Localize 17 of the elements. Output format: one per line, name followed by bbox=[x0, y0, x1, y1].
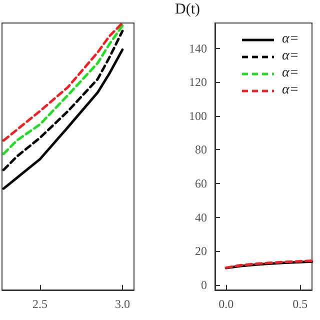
y-tick-label: 100 bbox=[189, 108, 207, 123]
legend-label: α= bbox=[282, 82, 299, 98]
x-tick-label: 3.0 bbox=[114, 297, 130, 311]
y-tick-label: 120 bbox=[189, 75, 207, 90]
y-tick-label: 80 bbox=[195, 142, 207, 157]
x-tick-label: 0.0 bbox=[218, 297, 234, 311]
x-tick-label: 2.5 bbox=[32, 297, 48, 311]
y-tick-label: 20 bbox=[195, 244, 207, 258]
legend-label: α= bbox=[282, 32, 299, 46]
x-tick-label: 0.5 bbox=[292, 297, 308, 311]
y-tick-label: 40 bbox=[195, 210, 207, 224]
y-tick-label: 60 bbox=[195, 176, 207, 191]
legend-label: α= bbox=[282, 66, 299, 80]
y-tick-label: 0 bbox=[201, 278, 207, 292]
legend-label: α= bbox=[282, 48, 299, 64]
y-tick-label: 140 bbox=[189, 41, 207, 56]
y-axis-title: D(t) bbox=[175, 2, 200, 18]
